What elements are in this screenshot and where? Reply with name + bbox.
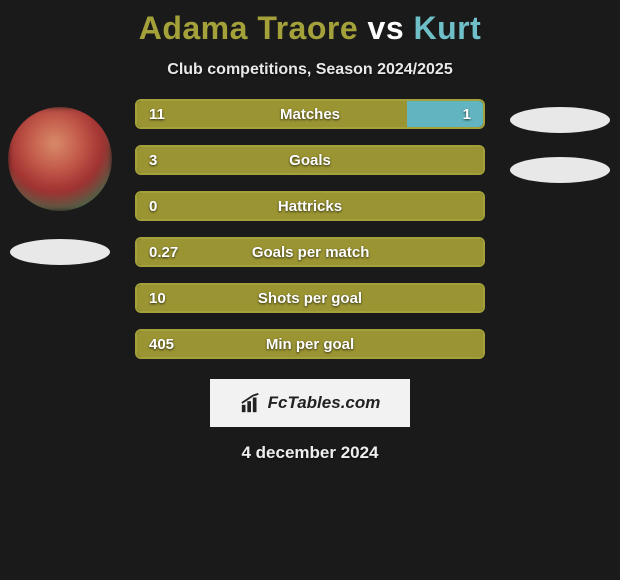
subtitle: Club competitions, Season 2024/2025 [0, 61, 620, 79]
player1-avatar-image [8, 107, 112, 211]
vs-separator: vs [368, 10, 405, 46]
stat-row: 405Min per goal [135, 329, 485, 359]
comparison-title: Adama Traore vs Kurt [0, 0, 620, 47]
stat-row: 3Goals [135, 145, 485, 175]
comparison-body: 11Matches1 3Goals 0Hattricks 0.27Goals per … [0, 99, 620, 379]
stat-left-value: 10 [137, 290, 177, 307]
stat-left-value: 3 [137, 152, 177, 169]
player1-name: Adama Traore [139, 10, 358, 46]
stat-label: Min per goal [177, 336, 443, 353]
stat-row: 11Matches1 [135, 99, 485, 129]
stat-left-value: 405 [137, 336, 177, 353]
stats-bars: 11Matches1 3Goals 0Hattricks 0.27Goals per … [135, 99, 485, 375]
stat-right-value: 1 [443, 106, 483, 123]
stat-label: Goals per match [178, 244, 443, 261]
player1-flag [10, 239, 110, 265]
stat-label: Shots per goal [177, 290, 443, 307]
stat-label: Matches [177, 106, 443, 123]
player2-flag [510, 157, 610, 183]
chart-icon [240, 392, 262, 414]
watermark-badge: FcTables.com [210, 379, 410, 427]
stat-left-value: 0.27 [137, 244, 178, 261]
stat-label: Goals [177, 152, 443, 169]
player2-avatar-placeholder [510, 107, 610, 133]
stat-row: 10Shots per goal [135, 283, 485, 313]
date-label: 4 december 2024 [0, 443, 620, 463]
watermark-text: FcTables.com [268, 393, 381, 413]
stat-row: 0.27Goals per match [135, 237, 485, 267]
stat-left-value: 11 [137, 106, 177, 123]
player1-avatar [8, 107, 112, 211]
stat-left-value: 0 [137, 198, 177, 215]
player2-name: Kurt [414, 10, 482, 46]
stat-label: Hattricks [177, 198, 443, 215]
stat-row: 0Hattricks [135, 191, 485, 221]
